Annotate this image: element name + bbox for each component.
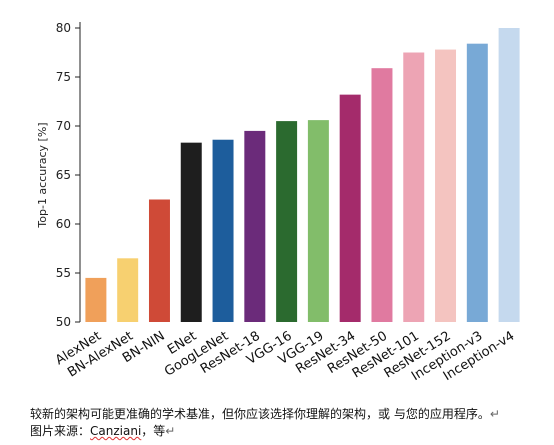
paragraph-mark-icon: ↵	[489, 407, 500, 421]
bar-vgg-19	[307, 120, 329, 323]
y-tick-label: 55	[56, 266, 71, 280]
bar-alexnet	[85, 277, 107, 322]
bar-resnet-34	[339, 94, 361, 322]
paragraph-mark-icon: ↵	[165, 424, 176, 438]
bar-googlenet	[212, 139, 234, 322]
bar-resnet-50	[371, 68, 393, 323]
caption-source-suffix: ，等	[141, 424, 166, 438]
y-tick-label: 70	[56, 119, 71, 133]
caption-line-1: 较新的架构可能更准确的学术基准，但你应该选择你理解的架构，或 与您的应用程序。↵	[30, 405, 500, 422]
bar-enet	[180, 142, 202, 322]
caption-line-2: 图片来源：Canziani，等↵	[30, 422, 175, 439]
y-axis-label: Top-1 accuracy [%]	[36, 122, 49, 228]
y-tick-label: 75	[56, 70, 71, 84]
bar-bn-nin	[148, 199, 170, 322]
y-tick-label: 80	[56, 21, 71, 35]
y-tick-label: 65	[56, 168, 71, 182]
caption-source-name: Canziani	[90, 424, 142, 438]
bar-vgg-16	[276, 121, 298, 322]
bar-inception-v3	[466, 43, 488, 323]
y-tick-label: 50	[56, 315, 71, 329]
bar-resnet-18	[244, 130, 266, 322]
bar-resnet-101	[403, 52, 425, 322]
bar-inception-v4	[498, 28, 520, 322]
caption-text-1: 较新的架构可能更准确的学术基准，但你应该选择你理解的架构，或 与您的应用程序。	[30, 407, 490, 421]
bar-bn-alexnet	[117, 258, 139, 322]
y-tick-label: 60	[56, 217, 71, 231]
bar-resnet-152	[435, 49, 457, 323]
caption-source-label: 图片来源：	[30, 424, 91, 438]
